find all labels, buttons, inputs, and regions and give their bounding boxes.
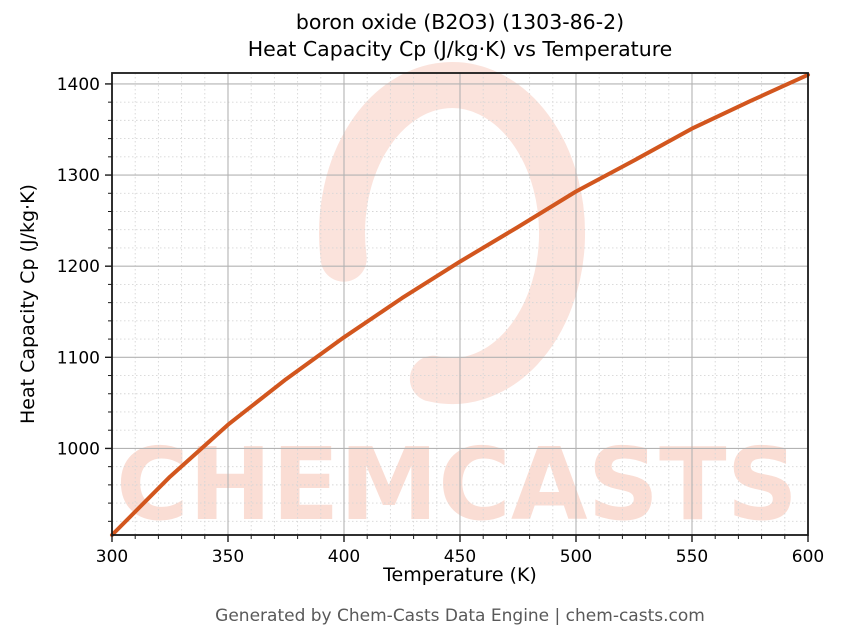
y-tick-label: 1300: [57, 166, 100, 186]
footer-text: Generated by Chem-Casts Data Engine | ch…: [215, 606, 705, 626]
ticks-group: 300 350 400 450 500 550 600 1000 1100 1200 1300 140…: [57, 75, 824, 567]
cp-curve: [110, 72, 810, 537]
major-grid-group: [112, 73, 808, 535]
chart-title-line2: Heat Capacity Cp (J/kg·K) vs Temperature: [247, 37, 673, 61]
y-axis-label: Heat Capacity Cp (J/kg·K): [17, 184, 39, 424]
watermark-logo-icon: [319, 62, 585, 404]
chart-title: boron oxide (B2O3) (1303-86-2) Heat Capa…: [112, 9, 808, 63]
x-tick-label: 450: [444, 547, 476, 567]
y-tick-label: 1200: [57, 257, 100, 277]
y-tick-label: 1100: [57, 348, 100, 368]
x-tick-label: 400: [328, 547, 360, 567]
watermark-group: CHEMCASTS: [116, 62, 798, 543]
x-tick-label: 500: [560, 547, 592, 567]
x-tick-label: 600: [792, 547, 824, 567]
x-tick-label: 350: [212, 547, 244, 567]
y-tick-label: 1400: [57, 75, 100, 95]
x-tick-label: 550: [676, 547, 708, 567]
x-axis-label: Temperature (K): [383, 564, 537, 586]
y-tick-label: 1000: [57, 439, 100, 459]
chart-title-line1: boron oxide (B2O3) (1303-86-2): [295, 10, 625, 34]
x-tick-label: 300: [96, 547, 128, 567]
